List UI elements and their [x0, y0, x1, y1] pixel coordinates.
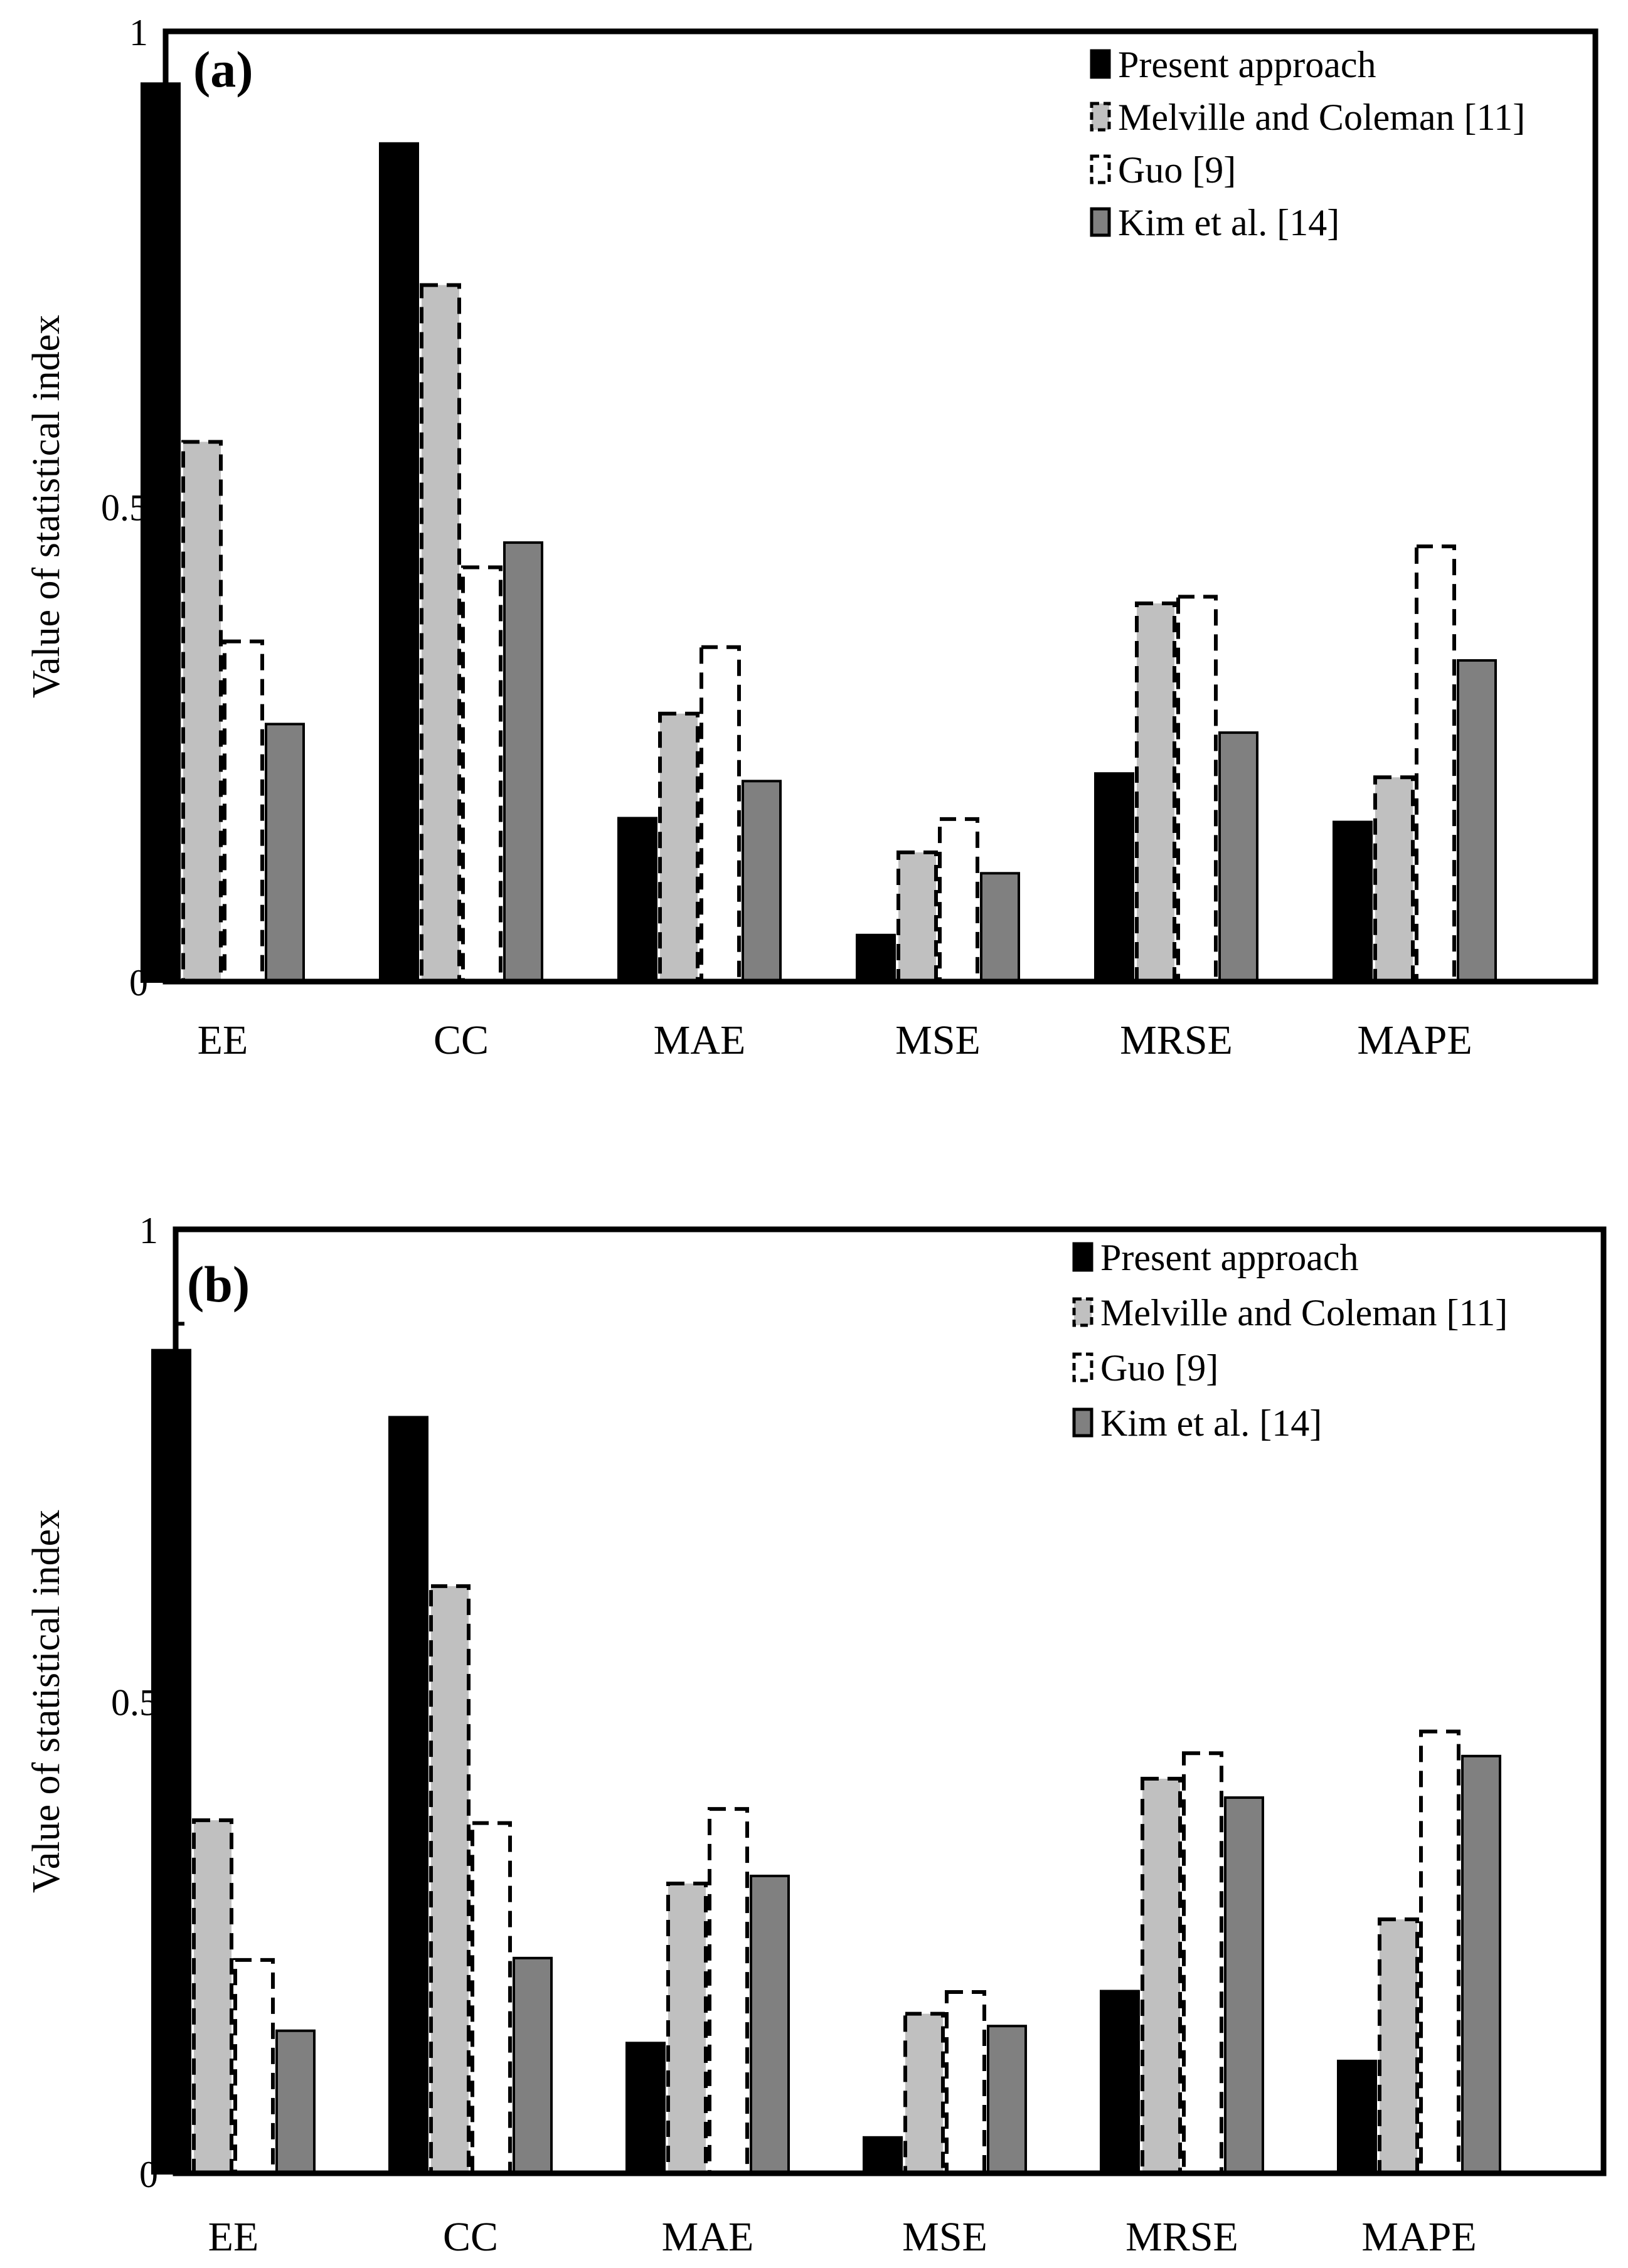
- y-tick-label: 0: [129, 962, 148, 1004]
- bar-mae-dashed-light-gray: [666, 1881, 708, 2176]
- series-solid-black: [151, 1349, 1377, 2175]
- x-category-label: CC: [434, 1017, 489, 1063]
- bar-cc-solid-black: [379, 142, 419, 983]
- bar-mape-dashed-light-gray: [1373, 775, 1415, 984]
- bar-cc-dashed-light-gray: [420, 283, 461, 983]
- legend: Present approach Melville and Coleman [11…: [1072, 1237, 1508, 1444]
- bar-cc-dashed-white: [471, 1821, 512, 2175]
- bar-cc-dashed-white: [461, 565, 503, 983]
- x-category-label: MRSE: [1125, 2214, 1238, 2260]
- legend-label: Kim et al. [14]: [1118, 202, 1339, 243]
- bar-ee-dashed-white: [233, 1958, 275, 2176]
- bar-ee-dashed-light-gray: [192, 1818, 233, 2175]
- bar-ee-solid-black: [151, 1349, 191, 2175]
- bar-mse-dashed-light-gray: [903, 2011, 945, 2176]
- bar-mae-dashed-white: [700, 645, 741, 983]
- bar-mape-dashed-white: [1415, 544, 1456, 983]
- bar-mape-dashed-white: [1419, 1729, 1460, 2175]
- y-tick-label: 0.5: [111, 1682, 158, 1724]
- bar-mrse-solid-dark-gray: [1218, 731, 1258, 983]
- series-dashed-light-gray: [181, 283, 1415, 984]
- x-category-label: MAPE: [1357, 1017, 1472, 1063]
- series-dashed-white: [223, 544, 1456, 984]
- legend-swatch-dashed-light-gray: [1072, 1297, 1093, 1327]
- legend-swatch-solid-dark-gray: [1090, 207, 1111, 237]
- bar-ee-dashed-light-gray: [181, 440, 223, 983]
- bar-mape-dashed-light-gray: [1378, 1917, 1419, 2176]
- bar-mape-solid-black: [1333, 820, 1373, 983]
- x-category-label: MSE: [902, 2214, 987, 2260]
- bar-mrse-dashed-white: [1176, 595, 1218, 983]
- x-category-label: MAE: [654, 1017, 746, 1063]
- bar-ee-solid-dark-gray: [265, 723, 305, 983]
- x-category-label: EE: [208, 2214, 259, 2260]
- bar-mse-solid-dark-gray: [987, 2025, 1027, 2175]
- series-dashed-light-gray: [192, 1584, 1419, 2176]
- x-category-label: MRSE: [1120, 1017, 1233, 1063]
- series-solid-dark-gray: [275, 1754, 1501, 2175]
- bar-mrse-solid-black: [1100, 1990, 1140, 2175]
- y-tick-label: 1: [129, 12, 148, 53]
- bar-ee-solid-dark-gray: [275, 2029, 316, 2175]
- bar-mape-solid-dark-gray: [1457, 659, 1497, 983]
- bar-mse-dashed-light-gray: [896, 850, 938, 983]
- bar-cc-dashed-light-gray: [429, 1584, 471, 2175]
- bar-mrse-solid-black: [1094, 772, 1134, 983]
- legend-swatch-dashed-white: [1072, 1352, 1093, 1382]
- x-category-label: CC: [443, 2214, 498, 2260]
- bar-mape-solid-black: [1337, 2059, 1377, 2175]
- bar-mape-solid-dark-gray: [1461, 1754, 1501, 2175]
- legend-swatch-dashed-light-gray: [1090, 102, 1111, 132]
- legend-swatch-solid-black: [1090, 49, 1111, 79]
- y-tick-label: 0: [139, 2154, 158, 2195]
- bar-mse-solid-dark-gray: [980, 872, 1020, 983]
- bar-mae-solid-black: [617, 817, 657, 983]
- panel-b: 0 0.5 1 EE CC MAE MSE MRSE MAPE Value of statisti…: [25, 1210, 1607, 2260]
- bar-mae-solid-dark-gray: [742, 780, 782, 983]
- bar-ee-solid-black: [141, 82, 181, 983]
- bar-mse-dashed-white: [938, 817, 979, 984]
- panel-label: (b): [187, 1256, 250, 1313]
- legend-swatch-solid-dark-gray: [1072, 1407, 1093, 1438]
- legend-swatch-solid-black: [1072, 1242, 1093, 1272]
- legend-label: Present approach: [1118, 44, 1376, 85]
- x-category-label: EE: [198, 1017, 248, 1063]
- legend-label: Guo [9]: [1100, 1347, 1218, 1389]
- x-category-label: MAE: [662, 2214, 754, 2260]
- y-tick-label: 0.5: [101, 487, 148, 529]
- y-axis-title: Value of statistical index: [25, 1510, 68, 1893]
- bar-mrse-dashed-light-gray: [1141, 1776, 1182, 2175]
- bar-mrse-solid-dark-gray: [1224, 1796, 1264, 2175]
- y-axis-title: Value of statistical index: [25, 315, 68, 698]
- legend: Present approach Melville and Coleman [11…: [1090, 44, 1525, 243]
- series-solid-black: [141, 82, 1373, 983]
- panel-a: 0 0.5 1 EE CC MAE MSE MRSE MAPE Value of statisti…: [25, 12, 1599, 1063]
- panel-label: (a): [193, 41, 253, 98]
- bar-mae-solid-black: [625, 2042, 666, 2175]
- series-solid-dark-gray: [265, 541, 1497, 983]
- legend-label: Melville and Coleman [11]: [1100, 1292, 1508, 1333]
- bar-cc-solid-dark-gray: [513, 1956, 553, 2175]
- legend-label: Guo [9]: [1118, 149, 1236, 191]
- bar-mae-dashed-white: [708, 1807, 749, 2176]
- series-dashed-white: [233, 1729, 1460, 2176]
- legend-label: Kim et al. [14]: [1100, 1402, 1322, 1444]
- legend-swatch-dashed-white: [1090, 154, 1111, 184]
- legend-label: Melville and Coleman [11]: [1118, 97, 1525, 138]
- bar-cc-solid-dark-gray: [503, 541, 543, 983]
- bar-mae-solid-dark-gray: [750, 1874, 790, 2175]
- bar-mse-solid-black: [863, 2136, 903, 2175]
- bar-mse-dashed-white: [945, 1990, 986, 2176]
- bar-mae-dashed-light-gray: [658, 711, 700, 984]
- x-category-label: MSE: [895, 1017, 981, 1063]
- x-category-label: MAPE: [1361, 2214, 1476, 2260]
- bar-mse-solid-black: [856, 933, 896, 983]
- bar-mrse-dashed-white: [1182, 1751, 1223, 2175]
- bar-mrse-dashed-light-gray: [1135, 601, 1176, 983]
- y-tick-label: 1: [139, 1210, 158, 1251]
- bar-cc-solid-black: [388, 1416, 428, 2175]
- bar-ee-dashed-white: [223, 639, 264, 983]
- legend-label: Present approach: [1100, 1237, 1359, 1278]
